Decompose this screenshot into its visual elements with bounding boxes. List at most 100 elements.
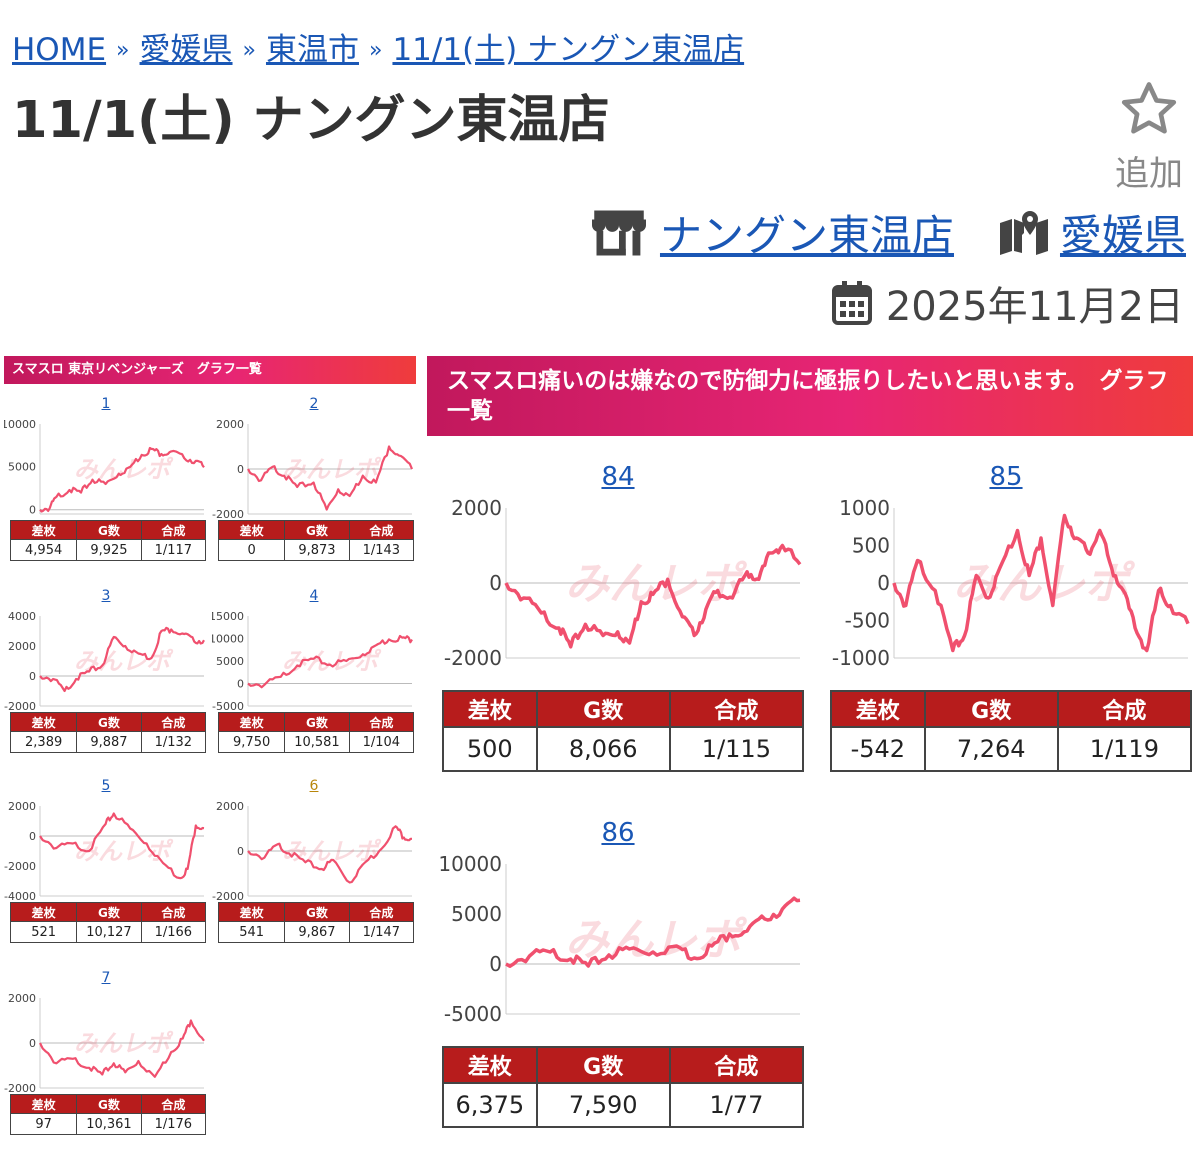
y-tick-label: 0 — [877, 571, 890, 595]
favorite-add-label: 追加 — [1115, 154, 1183, 194]
stats-header-cell: G数 — [923, 690, 1059, 728]
stats-value-rate: 1/119 — [1056, 726, 1193, 772]
stats-value-diff: 97 — [9, 1113, 78, 1135]
machine-number-link[interactable]: 84 — [601, 462, 635, 492]
y-tick-label: 2000 — [8, 992, 36, 1005]
payout-line — [247, 825, 412, 884]
machine-number-link[interactable]: 7 — [101, 970, 111, 986]
stats-header-cell: 合成 — [348, 712, 415, 732]
machine-number-link[interactable]: 86 — [601, 818, 635, 848]
stats-header-cell: 合成 — [348, 902, 415, 922]
y-tick-label: -2000 — [444, 646, 502, 670]
stats-value-games: 10,361 — [76, 1113, 142, 1135]
y-tick-label: -2000 — [4, 700, 36, 713]
stats-value-games: 9,867 — [284, 921, 350, 943]
y-tick-label: 5000 — [451, 902, 502, 926]
machine-stats-table: 差枚 G数 合成 6,375 7,590 1/77 — [442, 1046, 805, 1128]
stats-value-games: 10,127 — [76, 921, 142, 943]
store-link[interactable]: ナングン東温店 — [659, 211, 954, 260]
breadcrumb: HOME » 愛媛県 » 東温市 » 11/1(土) ナングン東温店 — [12, 24, 744, 69]
prefecture-link[interactable]: 愛媛県 — [1059, 211, 1186, 260]
machine-stats-table: 差枚 G数 合成 9,750 10,581 1/104 — [217, 712, 415, 753]
payout-line — [504, 543, 802, 649]
breadcrumb-home[interactable]: HOME — [12, 32, 107, 68]
y-tick-label: 10000 — [438, 852, 502, 876]
stats-value-games: 9,887 — [76, 731, 142, 753]
y-tick-label: 0 — [29, 1037, 36, 1050]
left-panel-title: スマスロ 東京リベンジャーズ グラフ一覧 — [4, 356, 416, 384]
stats-value-rate: 1/115 — [668, 726, 805, 772]
breadcrumb-separator: » — [368, 38, 383, 63]
stats-header-cell: G数 — [284, 520, 350, 540]
watermark-logo: みんレポ — [74, 837, 174, 865]
stats-value-games: 8,066 — [535, 726, 671, 772]
stats-header-cell: 合成 — [140, 712, 207, 732]
stats-value-rate: 1/147 — [348, 921, 415, 943]
y-tick-label: 0 — [237, 677, 244, 690]
right-graph-panel: スマスロ痛いのは嫌なので防御力に極振りしたいと思います。 グラフ一覧 — [427, 356, 1193, 436]
watermark-logo: みんレポ — [282, 647, 382, 675]
watermark-logo: みんレポ — [74, 455, 174, 483]
payout-line — [247, 634, 413, 689]
stats-header-cell: G数 — [76, 520, 142, 540]
stats-value-diff: 9,750 — [217, 731, 286, 753]
machine-number-link[interactable]: 5 — [101, 778, 111, 794]
favorite-add-button[interactable]: 追加 — [1104, 78, 1194, 195]
store-icon — [591, 210, 646, 255]
machine-number-link[interactable]: 3 — [101, 588, 111, 604]
machine-number-link[interactable]: 4 — [309, 588, 319, 604]
breadcrumb-prefecture[interactable]: 愛媛県 — [139, 32, 233, 68]
payout-line — [39, 626, 205, 693]
y-tick-label: 2000 — [8, 640, 36, 653]
y-tick-label: -4000 — [4, 890, 36, 903]
y-tick-label: -5000 — [444, 1002, 502, 1026]
machine-stats-table: 差枚 G数 合成 -542 7,264 1/119 — [830, 690, 1193, 772]
breadcrumb-separator: » — [116, 38, 130, 63]
stats-value-games: 7,590 — [535, 1082, 671, 1128]
stats-value-rate: 1/77 — [668, 1082, 805, 1128]
y-tick-label: -500 — [845, 609, 890, 633]
y-tick-label: 2000 — [8, 800, 36, 813]
machine-number-link[interactable]: 6 — [309, 778, 319, 794]
breadcrumb-current[interactable]: 11/1(土) ナングン東温店 — [392, 32, 745, 68]
machine-stats-table: 差枚 G数 合成 541 9,867 1/147 — [217, 902, 415, 943]
machine-number-link[interactable]: 85 — [989, 462, 1023, 492]
stats-header-cell: 差枚 — [830, 690, 926, 728]
stats-header-cell: 差枚 — [217, 712, 286, 732]
date-label: 2025年11月2日 — [885, 284, 1184, 330]
y-tick-label: -1000 — [832, 646, 890, 670]
stats-header-cell: G数 — [76, 712, 142, 732]
machine-card: 1 10000 5000 0 みんレポ 差枚 G数 合成 4,954 9,925 1/117 — [4, 396, 208, 576]
machine-card: 6 2000 0 -2000 みんレポ 差枚 G数 合成 541 9,867 1/147 — [212, 778, 416, 958]
stats-value-rate: 1/176 — [140, 1113, 207, 1135]
store-info-row: ナングン東温店 愛媛県 — [591, 202, 1186, 263]
y-tick-label: 500 — [852, 534, 890, 558]
stats-value-diff: -542 — [830, 726, 926, 772]
y-tick-label: 2000 — [216, 800, 244, 813]
date-row: 2025年11月2日 — [831, 274, 1184, 332]
machine-graph: 15000 10000 5000 0 -5000 みんレポ — [212, 610, 413, 713]
machine-card: 4 15000 10000 5000 0 -5000 みんレポ 差枚 G数 合成 9,750 10,5… — [212, 588, 416, 768]
machine-number-link[interactable]: 1 — [101, 396, 111, 412]
stats-value-rate: 1/143 — [348, 539, 415, 561]
y-tick-label: -2000 — [4, 1082, 36, 1095]
stats-header-cell: 合成 — [348, 520, 415, 540]
y-tick-label: 15000 — [212, 610, 244, 623]
stats-value-rate: 1/166 — [140, 921, 207, 943]
machine-number-link[interactable]: 2 — [309, 396, 319, 412]
y-tick-label: 10000 — [212, 632, 244, 645]
machine-stats-table: 差枚 G数 合成 500 8,066 1/115 — [442, 690, 805, 772]
stats-header-cell: 差枚 — [9, 520, 78, 540]
breadcrumb-city[interactable]: 東温市 — [265, 32, 359, 68]
machine-card: 84 2000 0 -2000 みんレポ 差枚 G数 合成 500 8,066 1/115 — [430, 462, 806, 782]
payout-line — [39, 812, 205, 880]
stats-header-cell: 合成 — [1056, 690, 1193, 728]
stats-header-cell: 差枚 — [217, 520, 286, 540]
y-tick-label: 0 — [29, 670, 36, 683]
payout-line — [39, 1019, 205, 1078]
stats-value-diff: 521 — [9, 921, 78, 943]
stats-value-diff: 500 — [442, 726, 538, 772]
